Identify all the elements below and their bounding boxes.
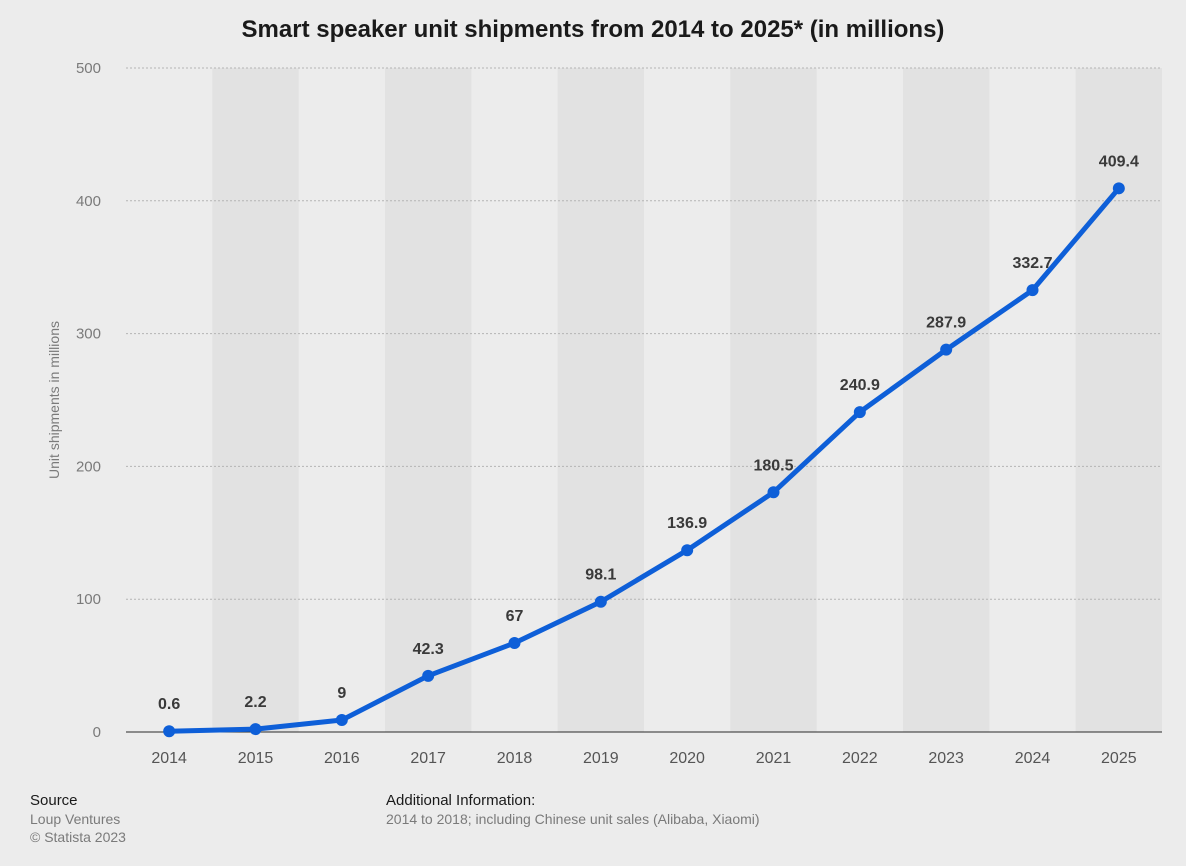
data-labels: 0.6 2.2 9 42.3 67 98.1 136.9 180.5 240.9 287.9 332…: [158, 153, 1139, 713]
copyright[interactable]: © Statista 2023: [30, 829, 126, 845]
x-tick-label: 2025: [1101, 750, 1137, 767]
data-point[interactable]: [508, 637, 521, 650]
data-point[interactable]: [767, 486, 780, 499]
x-tick-label: 2020: [669, 750, 705, 767]
data-point[interactable]: [422, 669, 435, 682]
column-band: [385, 68, 472, 732]
gridlines: [126, 67, 1162, 600]
source-block: Source Loup Ventures © Statista 2023: [30, 792, 126, 846]
column-bands: [212, 68, 1162, 732]
data-label: 2.2: [244, 694, 266, 711]
source-heading: Source: [30, 792, 78, 809]
data-points: [163, 182, 1125, 738]
data-label: 136.9: [667, 515, 707, 532]
column-band: [903, 68, 990, 732]
data-point[interactable]: [249, 723, 262, 736]
y-tick-label: 0: [93, 724, 101, 741]
x-tick-label: 2019: [583, 750, 619, 767]
column-band: [557, 68, 644, 732]
data-label: 98.1: [585, 567, 616, 584]
data-point[interactable]: [594, 595, 607, 608]
x-axis-ticks: 2014 2015 2016 2017 2018 2019 2020 2021 2022 2023…: [151, 750, 1136, 767]
data-point[interactable]: [335, 714, 348, 727]
data-point[interactable]: [681, 544, 694, 557]
data-point[interactable]: [940, 343, 953, 356]
source-name[interactable]: Loup Ventures: [30, 811, 121, 827]
y-axis-ticks: 0 100 200 300 400 500: [76, 60, 101, 741]
column-band: [730, 68, 817, 732]
data-label: 9: [337, 685, 346, 702]
column-band: [212, 68, 299, 732]
y-tick-label: 400: [76, 193, 101, 210]
additional-info-heading: Additional Information:: [386, 792, 536, 809]
data-point[interactable]: [163, 725, 176, 738]
data-point[interactable]: [1026, 284, 1039, 297]
x-tick-label: 2018: [497, 750, 533, 767]
data-label: 240.9: [840, 377, 880, 394]
chart-title: Smart speaker unit shipments from 2014 t…: [241, 16, 945, 43]
data-label: 180.5: [753, 457, 793, 474]
y-axis-label: Unit shipments in millions: [46, 321, 62, 479]
additional-info-block: Additional Information: 2014 to 2018; in…: [386, 792, 760, 828]
data-label: 287.9: [926, 315, 966, 332]
data-label: 67: [506, 608, 524, 625]
column-band: [1075, 68, 1162, 732]
y-tick-label: 100: [76, 591, 101, 608]
x-tick-label: 2014: [151, 750, 187, 767]
series-line: [166, 185, 1122, 734]
data-label: 0.6: [158, 696, 180, 713]
x-tick-label: 2021: [756, 750, 792, 767]
x-tick-label: 2023: [928, 750, 964, 767]
data-label: 42.3: [413, 641, 444, 658]
x-tick-label: 2017: [410, 750, 446, 767]
data-label: 409.4: [1099, 153, 1139, 170]
data-label: 332.7: [1012, 255, 1052, 272]
y-tick-label: 200: [76, 458, 101, 475]
x-tick-label: 2024: [1015, 750, 1051, 767]
x-tick-label: 2015: [238, 750, 274, 767]
y-tick-label: 300: [76, 326, 101, 343]
x-tick-label: 2022: [842, 750, 878, 767]
x-tick-label: 2016: [324, 750, 360, 767]
additional-info-text: 2014 to 2018; including Chinese unit sal…: [386, 811, 760, 827]
data-point[interactable]: [1112, 182, 1125, 195]
y-tick-label: 500: [76, 60, 101, 77]
data-point[interactable]: [853, 406, 866, 419]
